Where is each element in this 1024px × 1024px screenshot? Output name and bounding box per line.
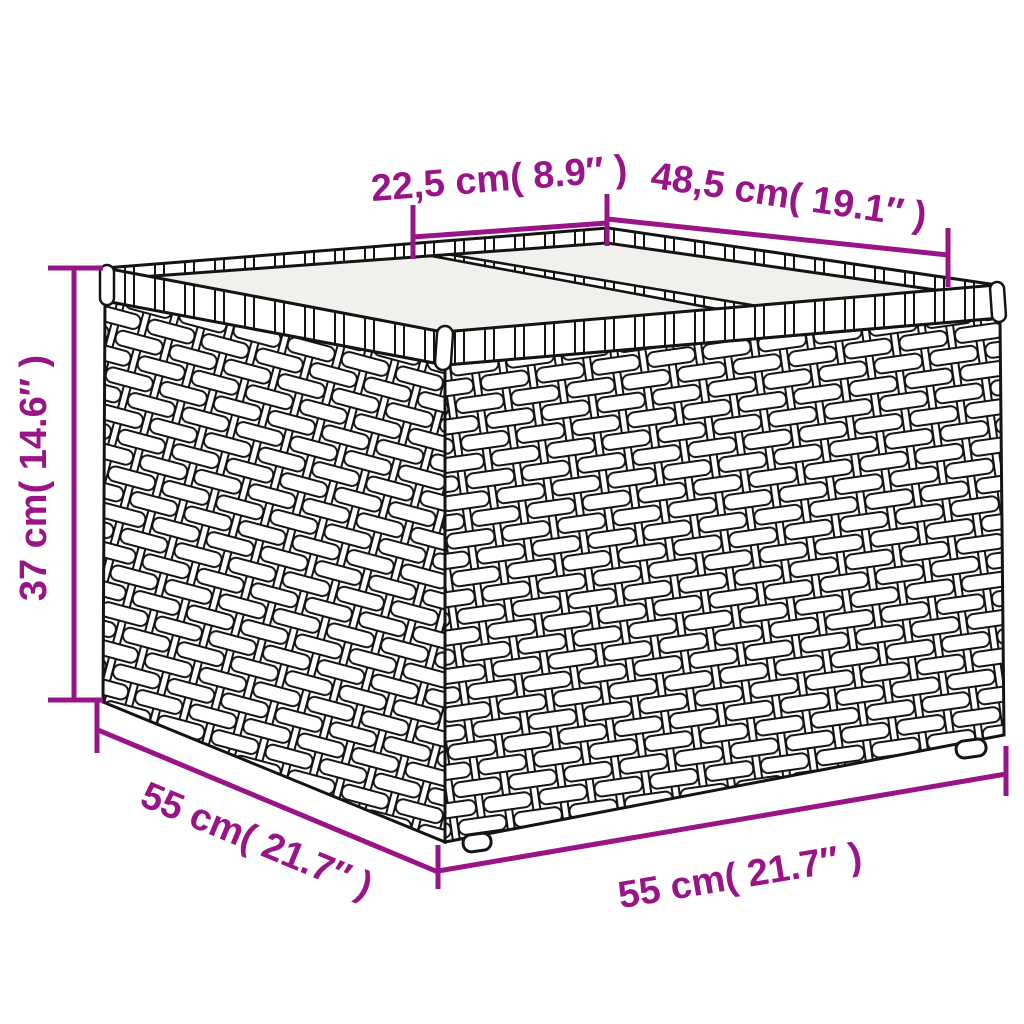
dimension-line <box>437 771 1007 874</box>
dimension-label-top-glass-depth: 48,5 cm( 19.1″ ) <box>648 155 929 238</box>
table-illustration <box>98 226 1008 854</box>
dimension-line <box>97 727 439 875</box>
dimension-label-top-panel-width: 22,5 cm( 8.9″ ) <box>369 148 628 210</box>
dimension-label-height: 37 cm( 14.6″ ) <box>13 355 55 601</box>
wicker-front-face <box>443 316 1006 844</box>
dimension-width <box>437 746 1009 874</box>
wicker-left-face <box>101 299 447 845</box>
dimension-line <box>412 220 608 240</box>
corner-wrap-right <box>988 280 1008 324</box>
table-foot-front <box>461 831 493 854</box>
corner-wrap-left <box>98 263 116 307</box>
dimension-top-glass-depth <box>606 216 951 287</box>
dimension-line <box>606 216 949 258</box>
table-foot-right <box>954 737 988 760</box>
corner-wrap-front <box>433 324 455 372</box>
dimension-label-width: 55 cm( 21.7″ ) <box>615 835 865 917</box>
dimension-height <box>48 265 103 703</box>
dimension-depth <box>94 702 441 889</box>
